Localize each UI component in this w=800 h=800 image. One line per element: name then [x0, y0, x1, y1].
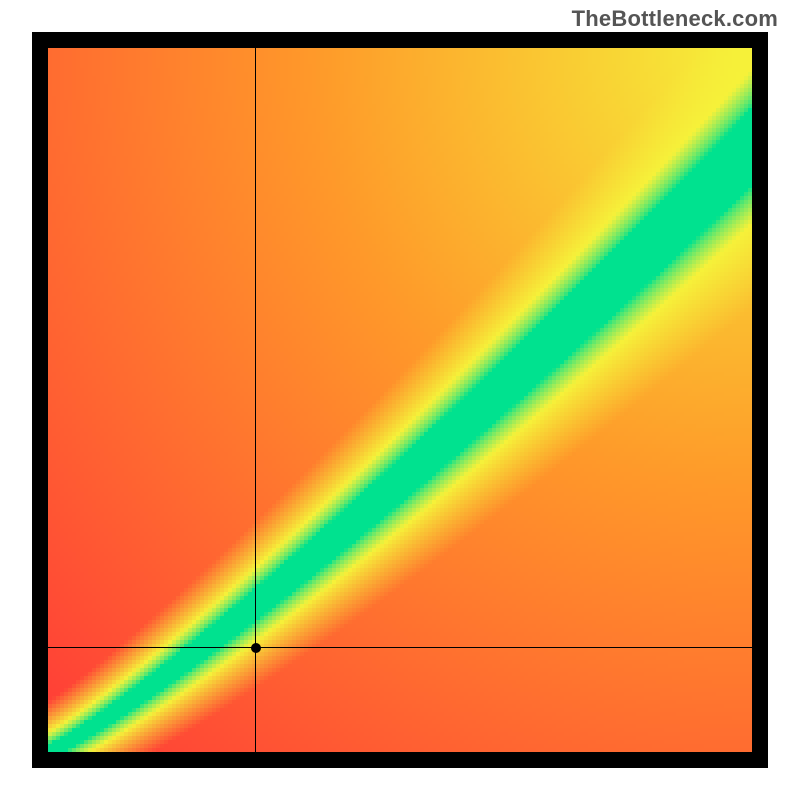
watermark-text: TheBottleneck.com [572, 6, 778, 32]
bottleneck-marker [251, 643, 261, 653]
plot-frame [32, 32, 768, 768]
crosshair-horizontal [48, 647, 752, 648]
plot-area [48, 48, 752, 752]
